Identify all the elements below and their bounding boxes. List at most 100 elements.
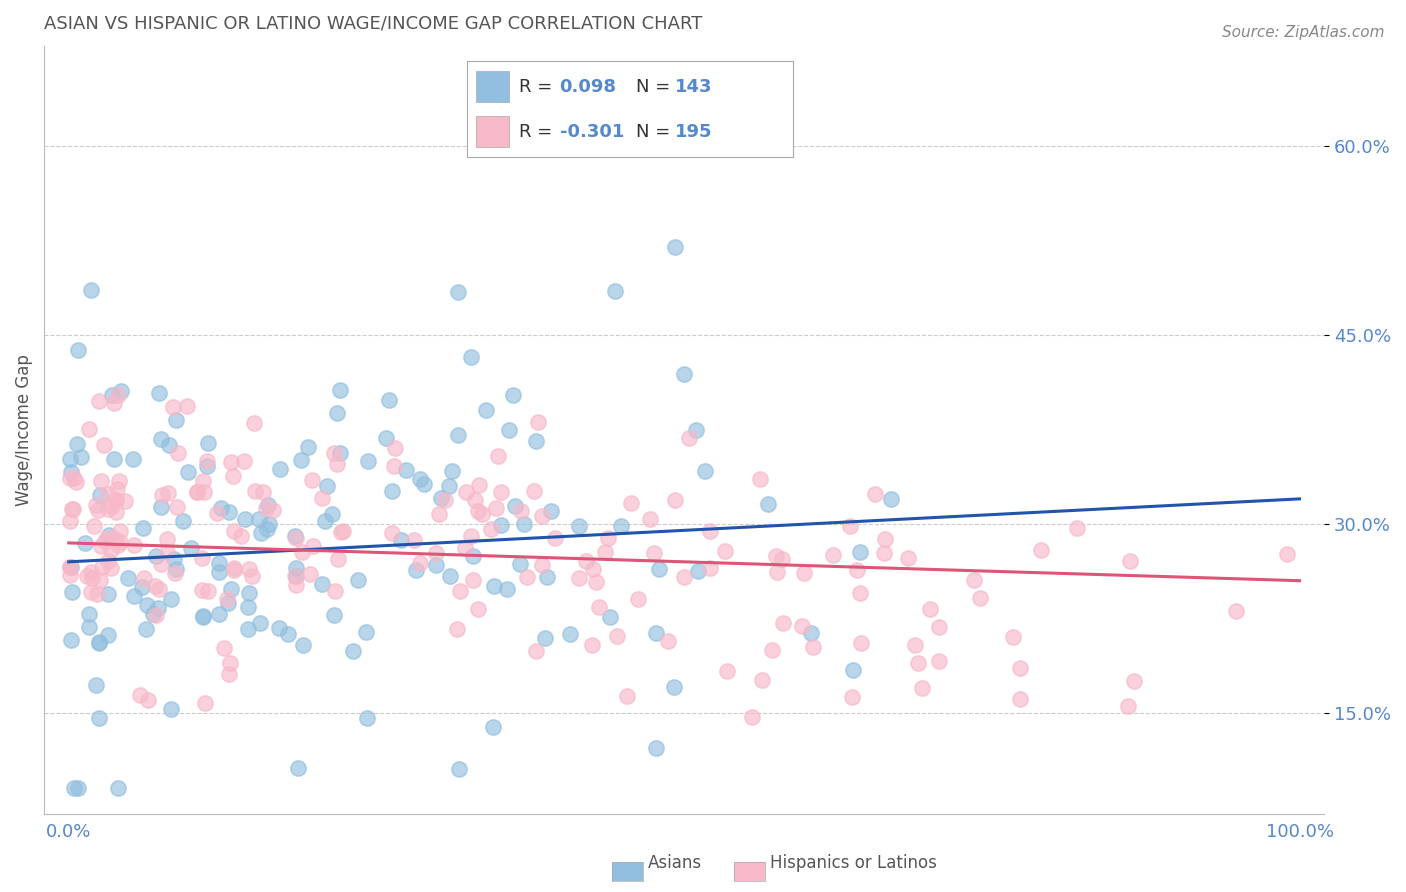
Point bbox=[638, 512, 661, 526]
Point bbox=[803, 640, 825, 654]
Point bbox=[229, 529, 252, 543]
Point bbox=[107, 387, 129, 401]
Point bbox=[103, 396, 125, 410]
Point bbox=[664, 493, 686, 508]
Point bbox=[357, 454, 380, 468]
Point bbox=[851, 636, 873, 650]
Point bbox=[792, 619, 814, 633]
Point bbox=[166, 446, 188, 460]
Point bbox=[285, 561, 308, 575]
Point bbox=[89, 573, 111, 587]
Point bbox=[644, 741, 666, 756]
Point bbox=[177, 466, 200, 480]
Point bbox=[70, 450, 93, 465]
Point bbox=[329, 383, 352, 397]
Point bbox=[59, 515, 82, 529]
Point bbox=[434, 493, 457, 508]
Point bbox=[841, 690, 863, 705]
Point bbox=[382, 459, 405, 474]
Point bbox=[217, 596, 239, 610]
Point bbox=[207, 556, 229, 570]
Point bbox=[616, 690, 638, 704]
Point bbox=[575, 554, 598, 568]
Point bbox=[314, 514, 336, 528]
Point bbox=[486, 450, 509, 464]
Point bbox=[259, 516, 281, 531]
Point bbox=[405, 563, 427, 577]
Point bbox=[897, 551, 920, 566]
Point bbox=[439, 568, 461, 582]
Point bbox=[191, 583, 214, 598]
Point bbox=[197, 584, 219, 599]
Point bbox=[117, 571, 139, 585]
Point bbox=[107, 781, 129, 796]
Point bbox=[527, 415, 550, 429]
Point bbox=[105, 482, 128, 496]
Point bbox=[664, 681, 686, 695]
Point bbox=[311, 577, 333, 591]
Point bbox=[412, 476, 434, 491]
Point bbox=[238, 600, 260, 615]
Point bbox=[516, 570, 538, 584]
Point bbox=[249, 526, 271, 541]
Point bbox=[969, 591, 991, 606]
Point bbox=[162, 400, 184, 414]
Point bbox=[301, 473, 323, 487]
Point bbox=[756, 497, 779, 511]
Point bbox=[224, 561, 246, 575]
Point bbox=[904, 638, 927, 652]
Point bbox=[606, 629, 628, 643]
Point bbox=[80, 565, 103, 579]
Point bbox=[132, 521, 155, 535]
Point bbox=[770, 551, 793, 566]
Point bbox=[150, 488, 173, 502]
Point bbox=[460, 529, 482, 543]
Point bbox=[135, 622, 157, 636]
Point bbox=[425, 558, 447, 572]
Point bbox=[122, 451, 145, 466]
Point bbox=[1119, 554, 1142, 568]
Point bbox=[59, 466, 82, 480]
Point bbox=[238, 585, 260, 599]
Point bbox=[581, 638, 603, 652]
Point bbox=[467, 504, 489, 518]
Point bbox=[122, 538, 145, 552]
Point bbox=[928, 654, 950, 668]
Point bbox=[105, 493, 128, 508]
Point bbox=[865, 486, 887, 500]
Point bbox=[449, 584, 471, 599]
Point bbox=[222, 524, 245, 538]
Point bbox=[156, 545, 179, 559]
Point bbox=[93, 438, 115, 452]
Point bbox=[108, 535, 131, 549]
Point bbox=[100, 543, 122, 558]
Point bbox=[131, 580, 153, 594]
Point bbox=[143, 579, 166, 593]
Point bbox=[342, 644, 364, 658]
Point bbox=[599, 609, 621, 624]
Point bbox=[471, 507, 494, 521]
Point bbox=[267, 621, 290, 635]
Point bbox=[534, 632, 557, 646]
Point bbox=[395, 463, 418, 477]
Point bbox=[467, 602, 489, 616]
Point bbox=[447, 428, 470, 442]
Point bbox=[440, 464, 463, 478]
Point bbox=[326, 406, 349, 420]
Point bbox=[699, 524, 721, 538]
Point bbox=[425, 546, 447, 560]
Point bbox=[224, 563, 246, 577]
Point bbox=[83, 519, 105, 533]
Point bbox=[402, 533, 425, 547]
Point bbox=[873, 532, 896, 546]
Point bbox=[316, 479, 339, 493]
Point bbox=[510, 504, 533, 518]
Point bbox=[218, 504, 240, 518]
Point bbox=[84, 498, 107, 512]
Point bbox=[685, 423, 707, 437]
Point bbox=[86, 678, 108, 692]
Point bbox=[297, 440, 319, 454]
Point bbox=[596, 531, 619, 545]
Point bbox=[159, 702, 181, 716]
Point bbox=[132, 571, 155, 585]
